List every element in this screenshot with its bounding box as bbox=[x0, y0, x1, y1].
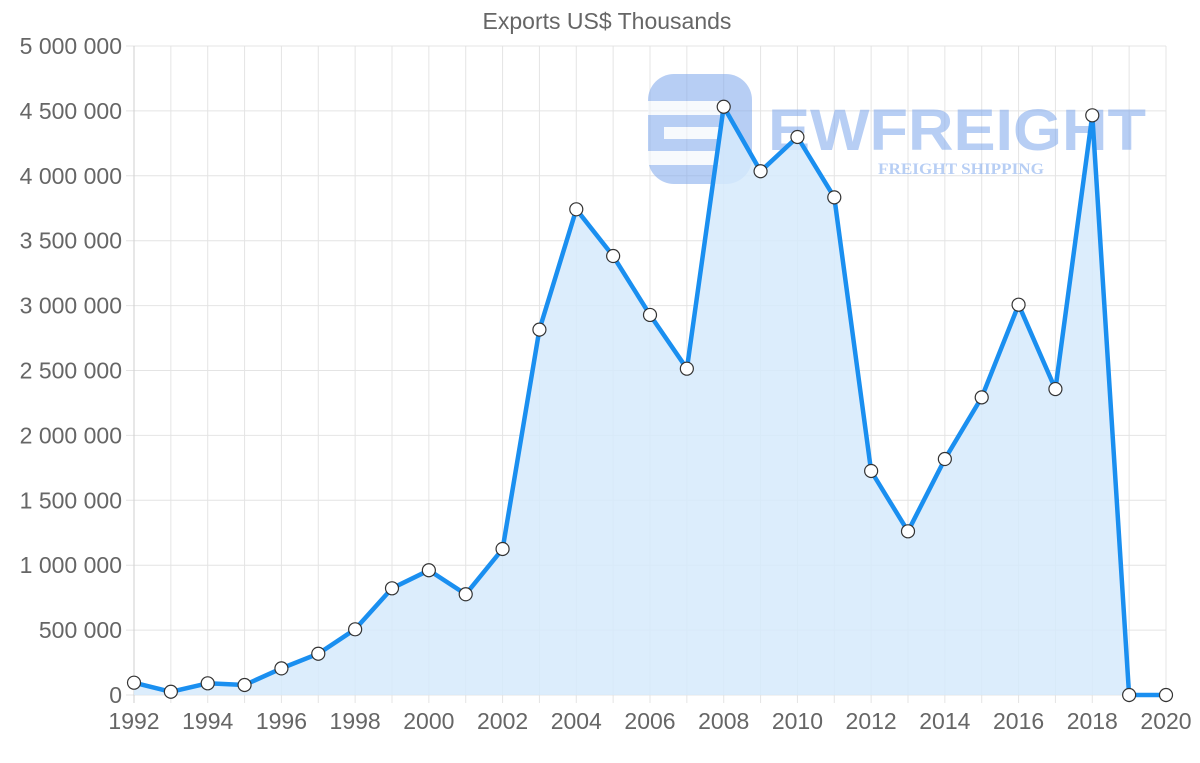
data-point-1993[interactable] bbox=[163, 684, 178, 699]
data-point-2002[interactable] bbox=[495, 541, 510, 557]
watermark-brand: EWFREIGHT bbox=[768, 98, 1146, 163]
y-tick-label: 2 500 000 bbox=[20, 358, 122, 384]
x-axis: 1992 1994 1996 1998 2000 2002 2004 2006 2008 2010… bbox=[108, 708, 1191, 734]
x-tick-label: 2006 bbox=[624, 708, 675, 734]
y-tick-label: 5 000 000 bbox=[20, 33, 122, 59]
x-tick-label: 1998 bbox=[330, 708, 381, 734]
x-tick-label: 2002 bbox=[477, 708, 528, 734]
data-point-1996[interactable] bbox=[274, 661, 289, 676]
data-point-2007[interactable] bbox=[679, 361, 694, 376]
y-tick-label: 4 500 000 bbox=[20, 98, 122, 124]
x-tick-label: 2000 bbox=[403, 708, 454, 734]
data-point-2015[interactable] bbox=[974, 390, 989, 405]
x-tick-label: 2008 bbox=[698, 708, 749, 734]
x-tick-label: 2010 bbox=[772, 708, 823, 734]
x-tick-label: 2018 bbox=[1067, 708, 1118, 734]
data-point-2012[interactable] bbox=[864, 463, 879, 479]
x-tick-label: 1992 bbox=[108, 708, 159, 734]
chart-title: Exports US$ Thousands bbox=[482, 8, 732, 34]
data-point-2020[interactable] bbox=[1158, 687, 1174, 703]
data-point-2000[interactable] bbox=[421, 563, 436, 578]
data-point-2009[interactable] bbox=[753, 164, 768, 179]
y-tick-label: 4 000 000 bbox=[20, 163, 122, 189]
data-points bbox=[126, 99, 1174, 703]
x-tick-label: 1996 bbox=[256, 708, 307, 734]
data-point-2018[interactable] bbox=[1085, 108, 1100, 123]
y-tick-label: 3 500 000 bbox=[20, 228, 122, 254]
data-point-2003[interactable] bbox=[532, 322, 547, 337]
area-fill bbox=[134, 106, 1166, 695]
data-point-1997[interactable] bbox=[311, 646, 326, 661]
x-tick-label: 2016 bbox=[993, 708, 1044, 734]
y-tick-label: 2 000 000 bbox=[20, 422, 122, 448]
data-point-2014[interactable] bbox=[937, 451, 952, 467]
y-tick-label: 1 500 000 bbox=[20, 487, 122, 513]
data-point-1998[interactable] bbox=[348, 622, 363, 637]
data-point-2013[interactable] bbox=[900, 524, 916, 539]
x-tick-label: 2012 bbox=[846, 708, 897, 734]
x-tick-label: 2020 bbox=[1140, 708, 1191, 734]
x-tick-label: 2014 bbox=[919, 708, 970, 734]
data-point-2005[interactable] bbox=[606, 248, 621, 264]
y-tick-label: 3 000 000 bbox=[20, 293, 122, 319]
y-axis: 0 500 000 1 000 000 1 500 000 2 000 000 2 500… bbox=[20, 33, 122, 708]
y-tick-label: 0 bbox=[109, 682, 122, 708]
watermark-tagline: FREIGHT SHIPPING bbox=[878, 161, 1045, 178]
data-point-1995[interactable] bbox=[237, 677, 252, 693]
data-point-2016[interactable] bbox=[1011, 297, 1026, 312]
data-point-1992[interactable] bbox=[126, 675, 142, 690]
data-point-2011[interactable] bbox=[827, 190, 842, 205]
y-tick-label: 500 000 bbox=[39, 617, 122, 643]
data-point-1999[interactable] bbox=[384, 581, 400, 596]
x-tick-label: 2004 bbox=[551, 708, 602, 734]
data-point-2010[interactable] bbox=[790, 129, 805, 145]
data-point-1994[interactable] bbox=[200, 676, 215, 691]
x-tick-label: 1994 bbox=[182, 708, 233, 734]
data-point-2019[interactable] bbox=[1122, 687, 1137, 703]
data-point-2017[interactable] bbox=[1048, 381, 1063, 397]
data-point-2001[interactable] bbox=[458, 587, 473, 602]
y-tick-label: 1 000 000 bbox=[20, 552, 122, 578]
data-point-2004[interactable] bbox=[569, 202, 584, 217]
data-point-2006[interactable] bbox=[642, 307, 658, 323]
data-point-2008[interactable] bbox=[716, 99, 731, 114]
